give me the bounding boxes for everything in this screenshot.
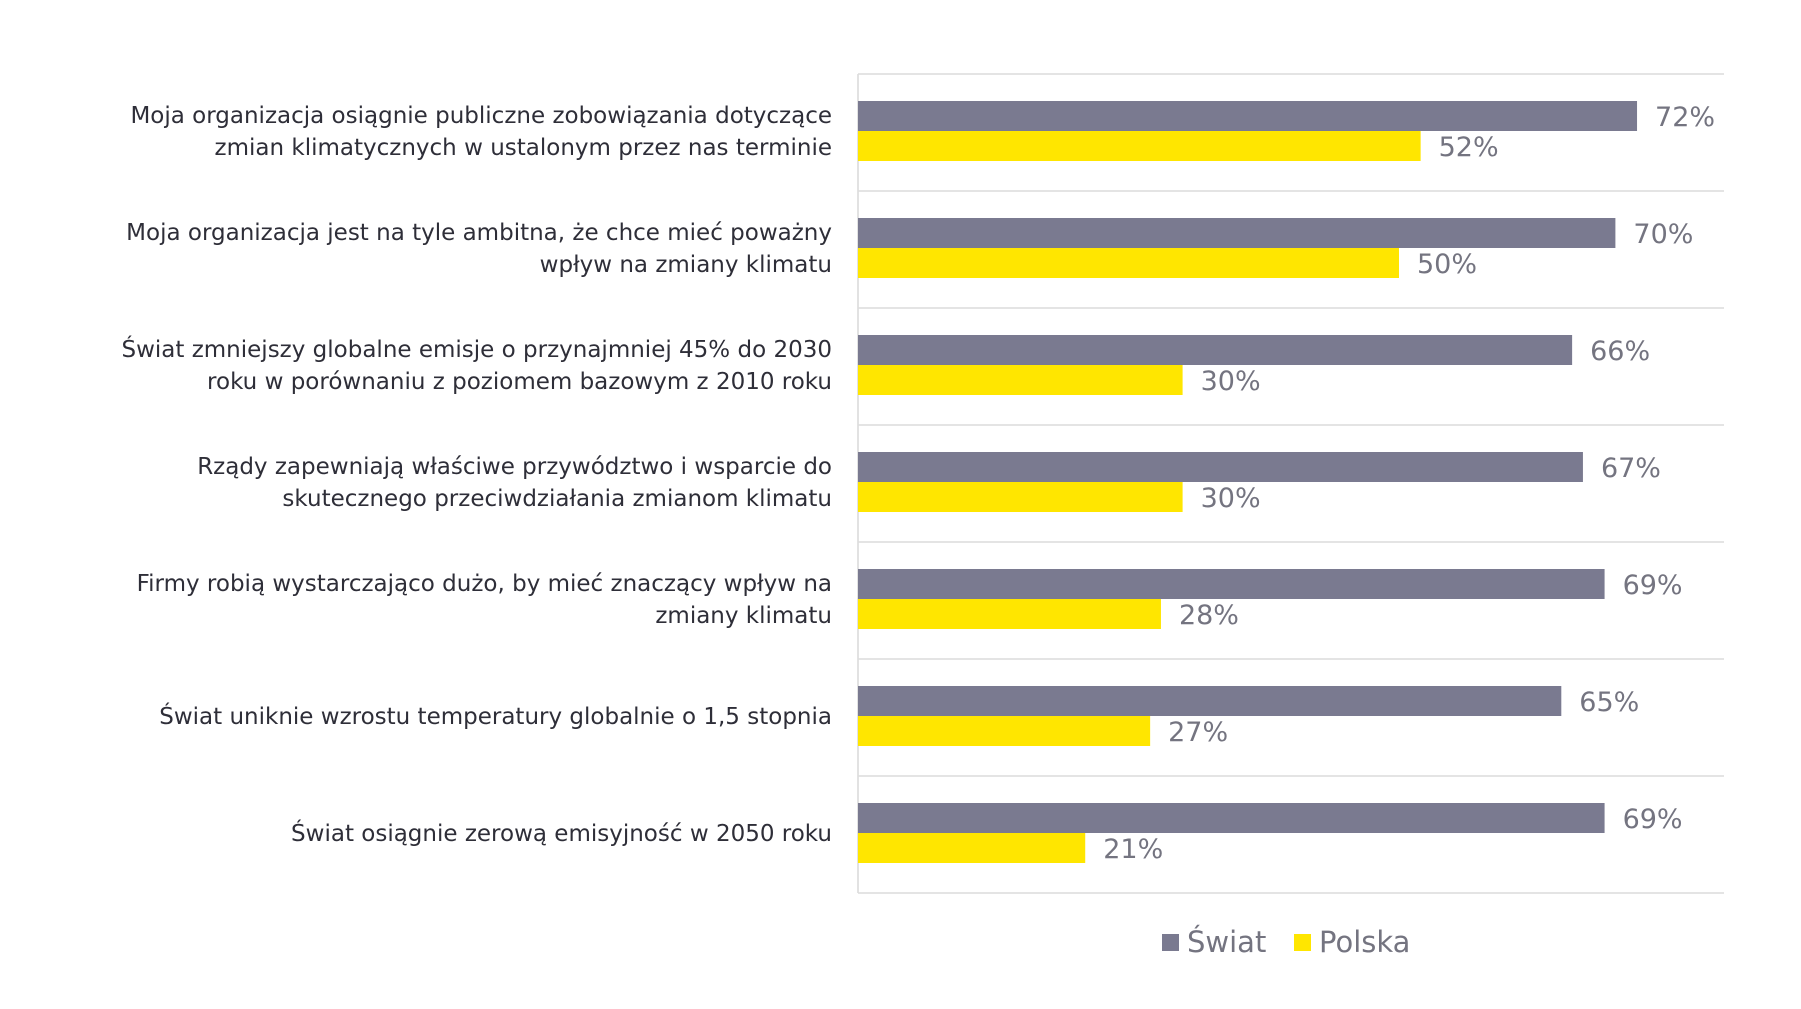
- category-label: wpływ na zmiany klimatu: [540, 252, 832, 278]
- legend-label: Polska: [1319, 925, 1410, 959]
- grid-lines: [857, 73, 1724, 894]
- bar-swiat: [858, 803, 1605, 833]
- category-label: skutecznego przeciwdziałania zmianom kli…: [282, 486, 832, 512]
- bar-polska: [858, 131, 1421, 161]
- value-label: 69%: [1623, 804, 1683, 835]
- category-label: Moja organizacja jest na tyle ambitna, ż…: [126, 220, 832, 246]
- category-labels: Moja organizacja osiągnie publiczne zobo…: [121, 103, 832, 847]
- value-label: 30%: [1201, 483, 1261, 514]
- value-label: 69%: [1623, 570, 1683, 601]
- value-label: 21%: [1103, 834, 1163, 865]
- category-label: Świat osiągnie zerową emisyjność w 2050 …: [291, 819, 832, 847]
- value-label: 66%: [1590, 336, 1650, 367]
- bar-polska: [858, 365, 1183, 395]
- legend-swatch: [1162, 934, 1179, 951]
- category-label: roku w porównaniu z poziomem bazowym z 2…: [207, 369, 832, 395]
- value-labels: 72% 52% 70% 50% 66% 30% 67% 30% 69% 28% 65% 27% 69% 2…: [1103, 102, 1715, 865]
- bar-polska: [858, 248, 1399, 278]
- bar-polska: [858, 599, 1161, 629]
- legend-label: Świat: [1187, 925, 1266, 959]
- bar-swiat: [858, 686, 1562, 716]
- value-label: 30%: [1201, 366, 1261, 397]
- category-label: Świat zmniejszy globalne emisje o przyna…: [121, 335, 832, 363]
- bar-swiat: [858, 569, 1605, 599]
- category-label: zmiany klimatu: [655, 603, 832, 629]
- bar-swiat: [858, 101, 1638, 131]
- bars: [858, 101, 1638, 863]
- category-label: Firmy robią wystarczająco dużo, by mieć …: [137, 571, 832, 597]
- value-label: 28%: [1179, 600, 1239, 631]
- value-label: 27%: [1168, 717, 1228, 748]
- bar-polska: [858, 833, 1086, 863]
- bar-polska: [858, 482, 1183, 512]
- value-label: 72%: [1655, 102, 1715, 133]
- category-label: Moja organizacja osiągnie publiczne zobo…: [130, 103, 832, 129]
- category-label: zmian klimatycznych w ustalonym przez na…: [215, 135, 832, 161]
- legend-swatch: [1294, 934, 1311, 951]
- bar-swiat: [858, 335, 1573, 365]
- value-label: 52%: [1439, 132, 1499, 163]
- legend: Świat Polska: [1162, 925, 1410, 959]
- value-label: 67%: [1601, 453, 1661, 484]
- bar-swiat: [858, 452, 1583, 482]
- value-label: 50%: [1417, 249, 1477, 280]
- value-label: 70%: [1633, 219, 1693, 250]
- bar-polska: [858, 716, 1151, 746]
- bar-swiat: [858, 218, 1616, 248]
- category-label: Rządy zapewniają właściwe przywództwo i …: [197, 454, 832, 480]
- value-label: 65%: [1579, 687, 1639, 718]
- category-label: Świat uniknie wzrostu temperatury global…: [159, 702, 832, 730]
